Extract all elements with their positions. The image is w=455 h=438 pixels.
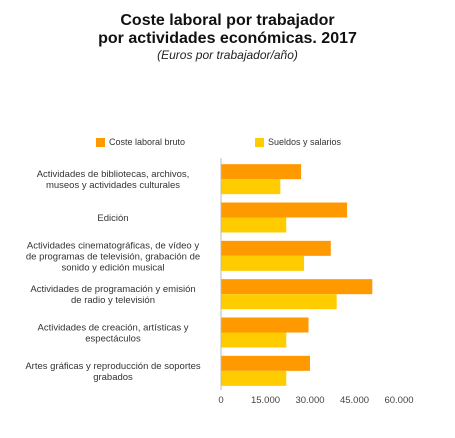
category-label-0-line-0: Actividades de bibliotecas, archivos, — [37, 169, 190, 180]
bar-sueldos-1 — [221, 217, 287, 233]
legend-label-sueldos: Sueldos y salarios — [268, 137, 342, 147]
bar-sueldos-0 — [221, 179, 281, 195]
x-tick-label-4: 60.000 — [384, 395, 413, 406]
bar-sueldos-5 — [221, 370, 287, 386]
category-label-2-line-1: de programas de televisión, grabación de — [26, 251, 200, 262]
category-label-4-line-0: Actividades de creación, artísticas y — [37, 323, 188, 334]
category-label-2-line-0: Actividades cinematográficas, de vídeo y — [27, 240, 199, 251]
category-label-0-line-1: museos y actividades culturales — [46, 180, 180, 191]
category-label-5-line-0: Artes gráficas y reproducción de soporte… — [25, 361, 201, 372]
category-label-4-line-1: espectáculos — [85, 334, 141, 345]
bar-coste-3 — [221, 279, 373, 295]
bar-sueldos-2 — [221, 255, 305, 271]
bar-sueldos-4 — [221, 332, 287, 348]
bar-coste-5 — [221, 355, 310, 371]
bar-sueldos-3 — [221, 294, 337, 310]
bar-coste-1 — [221, 202, 348, 218]
bar-coste-4 — [221, 317, 309, 333]
category-label-5-line-1: grabados — [93, 372, 133, 383]
category-label-1-line-0: Edición — [97, 213, 128, 224]
legend-item-sueldos: Sueldos y salarios — [255, 137, 341, 147]
chart-title-line-1: Coste laboral por trabajador — [120, 12, 335, 29]
legend-swatch-coste — [96, 137, 105, 147]
legend-label-coste: Coste laboral bruto — [109, 137, 186, 147]
x-tick-label-3: 45.000 — [340, 395, 369, 406]
legend-swatch-sueldos — [255, 137, 264, 147]
x-tick-label-2: 30.000 — [295, 395, 324, 406]
bar-coste-2 — [221, 240, 331, 256]
category-label-2-line-2: sonido y edición musical — [62, 262, 165, 273]
chart-subtitle: (Euros por trabajador/año) — [157, 48, 298, 62]
legend-item-coste: Coste laboral bruto — [96, 137, 185, 147]
chart-title-line-2: por actividades económicas. 2017 — [98, 30, 357, 47]
category-label-3-line-0: Actividades de programación y emisión — [30, 284, 195, 295]
category-label-3-line-1: de radio y televisión — [71, 295, 155, 306]
x-tick-label-1: 15.000 — [251, 395, 280, 406]
x-tick-label-0: 0 — [218, 395, 223, 406]
bar-coste-0 — [221, 164, 302, 180]
